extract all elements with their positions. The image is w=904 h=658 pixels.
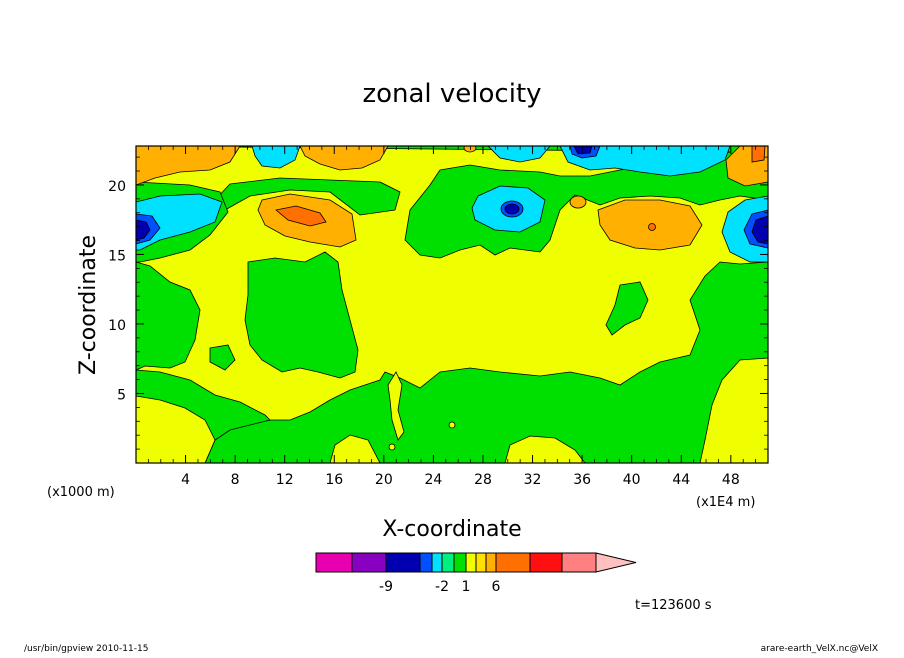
time-label: t=123600 s (635, 598, 712, 613)
x-unit-right: (x1E4 m) (696, 495, 755, 510)
field-high-small (569, 195, 587, 209)
x-tick-label: 48 (722, 472, 740, 488)
field-yellow-bottomleft (136, 395, 216, 463)
colorbar-segment (495, 552, 531, 573)
x-axis-ticks: 4 8 12 16 20 24 28 32 36 40 44 48 (147, 146, 757, 488)
footer-right: arare-earth_VelX.nc@VelX (761, 644, 878, 654)
y-tick-label: 10 (108, 318, 126, 334)
colorbar-segment (475, 552, 487, 573)
x-tick-label: 4 (181, 472, 190, 488)
field-green-leftedge (136, 261, 201, 371)
x-tick-label: 44 (672, 472, 690, 488)
x-tick-label: 12 (276, 472, 294, 488)
field-green-top (136, 146, 768, 259)
colorbar-label: 6 (492, 579, 501, 595)
x-tick-label: 40 (623, 472, 641, 488)
field-low-topright (559, 146, 731, 177)
field-low-topleft (251, 146, 301, 169)
y-tick-label: 20 (108, 179, 126, 195)
colorbar-segment (465, 552, 477, 573)
colorbar-label: 1 (462, 579, 471, 595)
field-low-topcenter (487, 146, 551, 163)
colorbar-segment (561, 552, 597, 573)
field-yellow-bottomright (699, 357, 768, 463)
field-high-right-core (648, 223, 656, 231)
field-yellow-streak (387, 371, 405, 441)
field-yellow-bottommid (329, 434, 381, 463)
x-tick-label: 32 (524, 472, 542, 488)
colorbar-label: -9 (379, 579, 393, 595)
field-green-center (244, 251, 359, 379)
x-axis-label: X-coordinate (382, 517, 521, 542)
field-yellow-dot (448, 421, 456, 429)
y-tick-label: 15 (108, 248, 126, 264)
colorbar-segment (453, 552, 467, 573)
x-tick-label: 36 (573, 472, 591, 488)
x-tick-label: 24 (424, 472, 442, 488)
colorbar-segment (385, 552, 421, 573)
field-high-topmid2 (463, 146, 477, 153)
colorbar-segment (431, 552, 443, 573)
x-unit-left: (x1000 m) (47, 485, 115, 500)
field-green-rightblob (605, 281, 649, 336)
y-axis-label: Z-coordinate (76, 235, 101, 375)
colorbar-segment (315, 552, 353, 573)
field-high-topleft (136, 146, 241, 186)
colorbar-segment (529, 552, 563, 573)
field-yellow-bottomcenter (504, 435, 586, 463)
footer-left: /usr/bin/gpview 2010-11-15 (24, 644, 148, 654)
colorbar (315, 552, 637, 573)
colorbar-segment (351, 552, 387, 573)
chart-title: zonal velocity (362, 79, 541, 109)
field-low-left-core2 (136, 219, 151, 241)
y-axis-ticks: 5 10 15 20 (108, 156, 768, 450)
x-tick-label: 8 (231, 472, 240, 488)
colorbar-segment (419, 552, 433, 573)
field-low-center-core2 (504, 203, 520, 215)
field-high-topmid (299, 146, 389, 171)
plot-frame (135, 145, 769, 464)
field-yellow-dot2 (388, 443, 396, 451)
colorbar-labels: -9 -2 1 6 (379, 579, 501, 595)
field-low-topright-core (573, 146, 593, 155)
colorbar-segment (485, 552, 497, 573)
field-low-left (136, 193, 223, 251)
field-low-right-core2 (751, 215, 768, 245)
x-tick-label: 16 (325, 472, 343, 488)
colorbar-label: -2 (435, 579, 449, 595)
y-tick-label: 5 (117, 387, 126, 403)
x-tick-label: 28 (474, 472, 492, 488)
field-high-topright-core (751, 146, 766, 163)
plot-area (136, 146, 768, 463)
x-tick-label: 20 (375, 472, 393, 488)
field-green-leftblob (209, 344, 236, 371)
colorbar-arrow (595, 552, 637, 573)
field-high-left-core (275, 205, 327, 227)
colorbar-segment (441, 552, 455, 573)
